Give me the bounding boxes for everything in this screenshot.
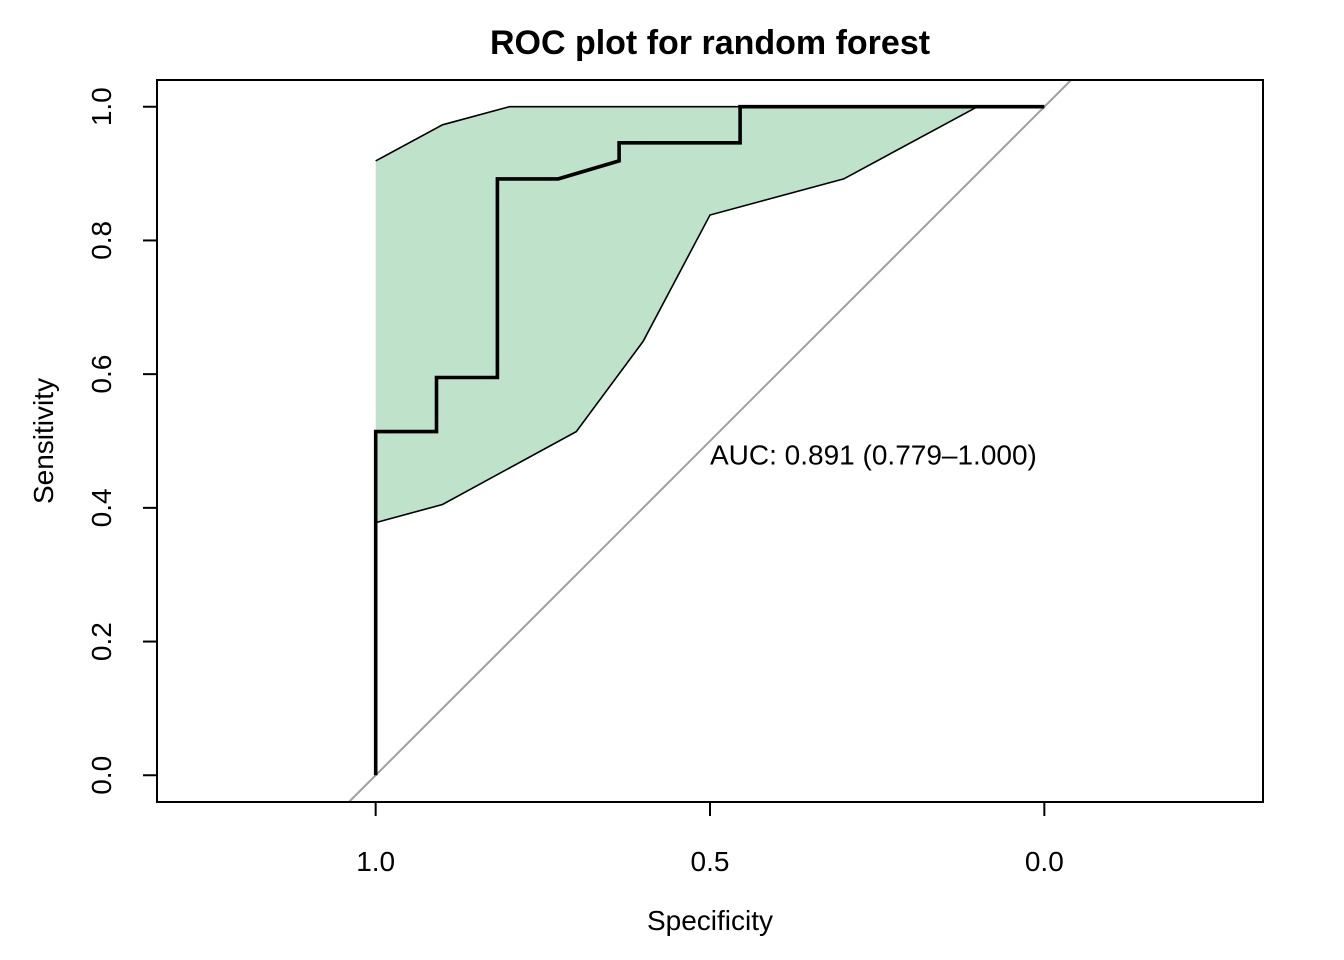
ci-lower-line — [375, 105, 978, 524]
y-tick-label: 1.0 — [86, 87, 117, 126]
chart-title: ROC plot for random forest — [490, 24, 930, 62]
roc-curve — [373, 104, 1045, 776]
x-tick-label: 1.0 — [356, 846, 395, 877]
x-tick-label: 0.0 — [1025, 846, 1064, 877]
x-axis-label: Specificity — [647, 905, 773, 936]
axes: 1.0 0.5 0.0 0.0 0.2 0.4 0.6 0.8 1.0 — [86, 79, 1264, 877]
y-tick-label: 0.8 — [86, 221, 117, 260]
y-tick-label: 0.6 — [86, 355, 117, 394]
ci-band — [375, 106, 978, 523]
reference-diagonal — [348, 80, 1072, 802]
x-tick-label: 0.5 — [691, 846, 730, 877]
plot-area: AUC: 0.891 (0.779–1.000) — [348, 80, 1072, 802]
y-tick-label: 0.4 — [86, 488, 117, 527]
y-axis-label: Sensitivity — [28, 378, 59, 504]
auc-annotation: AUC: 0.891 (0.779–1.000) — [710, 439, 1037, 470]
y-tick-label: 0.0 — [86, 756, 117, 795]
y-tick-label: 0.2 — [86, 622, 117, 661]
